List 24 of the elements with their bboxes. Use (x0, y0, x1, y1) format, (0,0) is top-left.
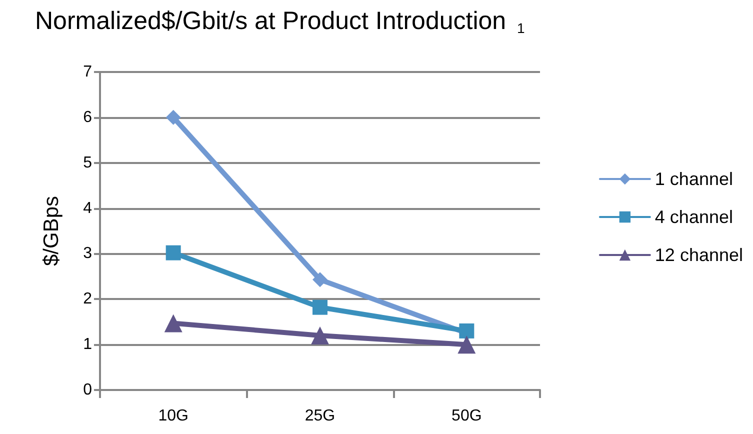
point (312, 272, 328, 288)
y-tick-label: 2 (83, 290, 92, 308)
y-tick-label: 3 (83, 245, 92, 262)
y-tick-label: 7 (83, 64, 92, 80)
point (458, 336, 476, 354)
x-tick-label: 10G (158, 408, 188, 424)
point (311, 326, 329, 344)
x-tick-label: 25G (304, 408, 336, 424)
y-tick-label: 5 (83, 154, 92, 172)
y-tick-label: 4 (83, 200, 92, 217)
x-tick-label: 50G (452, 408, 482, 424)
legend-label: 1 channel (654, 169, 734, 189)
y-tick-label: 0 (83, 382, 92, 398)
y-tick-label: 1 (83, 336, 92, 354)
y-axis-title: $/GBps (40, 196, 63, 266)
point (164, 314, 182, 332)
legend-label: 12 channel (654, 245, 744, 265)
chart-title: Normalized$/Gbit/s at Product Introduction 1 (35, 7, 526, 36)
point (166, 245, 181, 260)
legend-label: 4 channel (654, 207, 734, 227)
point (166, 110, 181, 125)
point (459, 323, 474, 338)
point (312, 300, 328, 315)
y-tick-label: 6 (83, 108, 92, 126)
